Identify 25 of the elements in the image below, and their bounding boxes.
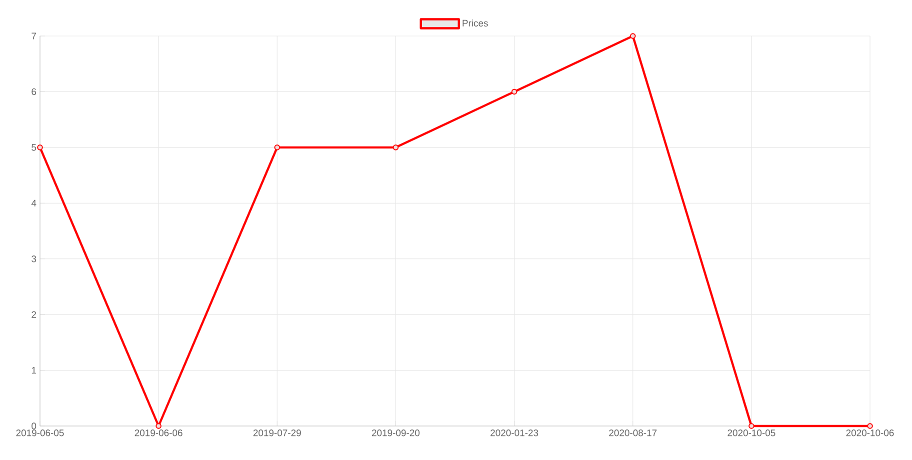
- y-tick-label: 4: [31, 200, 36, 206]
- point: [630, 33, 636, 39]
- x-tick-label: 2020-08-17: [609, 430, 657, 436]
- x-tick-label: 2019-06-06: [134, 430, 182, 436]
- y-tick-label: 7: [32, 32, 36, 40]
- y-tick-label: 2: [32, 311, 36, 318]
- point: [37, 144, 43, 150]
- point: [156, 423, 162, 429]
- x-tick-label: 2020-10-05: [728, 430, 776, 436]
- point: [748, 423, 754, 429]
- y-tick-label: 1: [32, 367, 36, 374]
- y-tick-label: 3: [32, 256, 36, 262]
- x-tick-label: 2020-01-23: [490, 430, 538, 436]
- x-tick-label: 2019-06-05: [16, 430, 64, 436]
- y-tick-label: 5: [32, 144, 36, 151]
- x-tick-label: 2020-10-06: [846, 430, 894, 436]
- y-tick-label: 6: [32, 88, 36, 96]
- point: [392, 144, 399, 150]
- point: [274, 144, 280, 150]
- point: [511, 88, 518, 95]
- y-tick-label: 0: [32, 422, 36, 430]
- legend-label: Prices: [462, 20, 488, 27]
- x-tick-label: 2019-07-29: [253, 430, 301, 436]
- point: [867, 423, 873, 429]
- x-tick-label: 2019-09-20: [372, 430, 420, 436]
